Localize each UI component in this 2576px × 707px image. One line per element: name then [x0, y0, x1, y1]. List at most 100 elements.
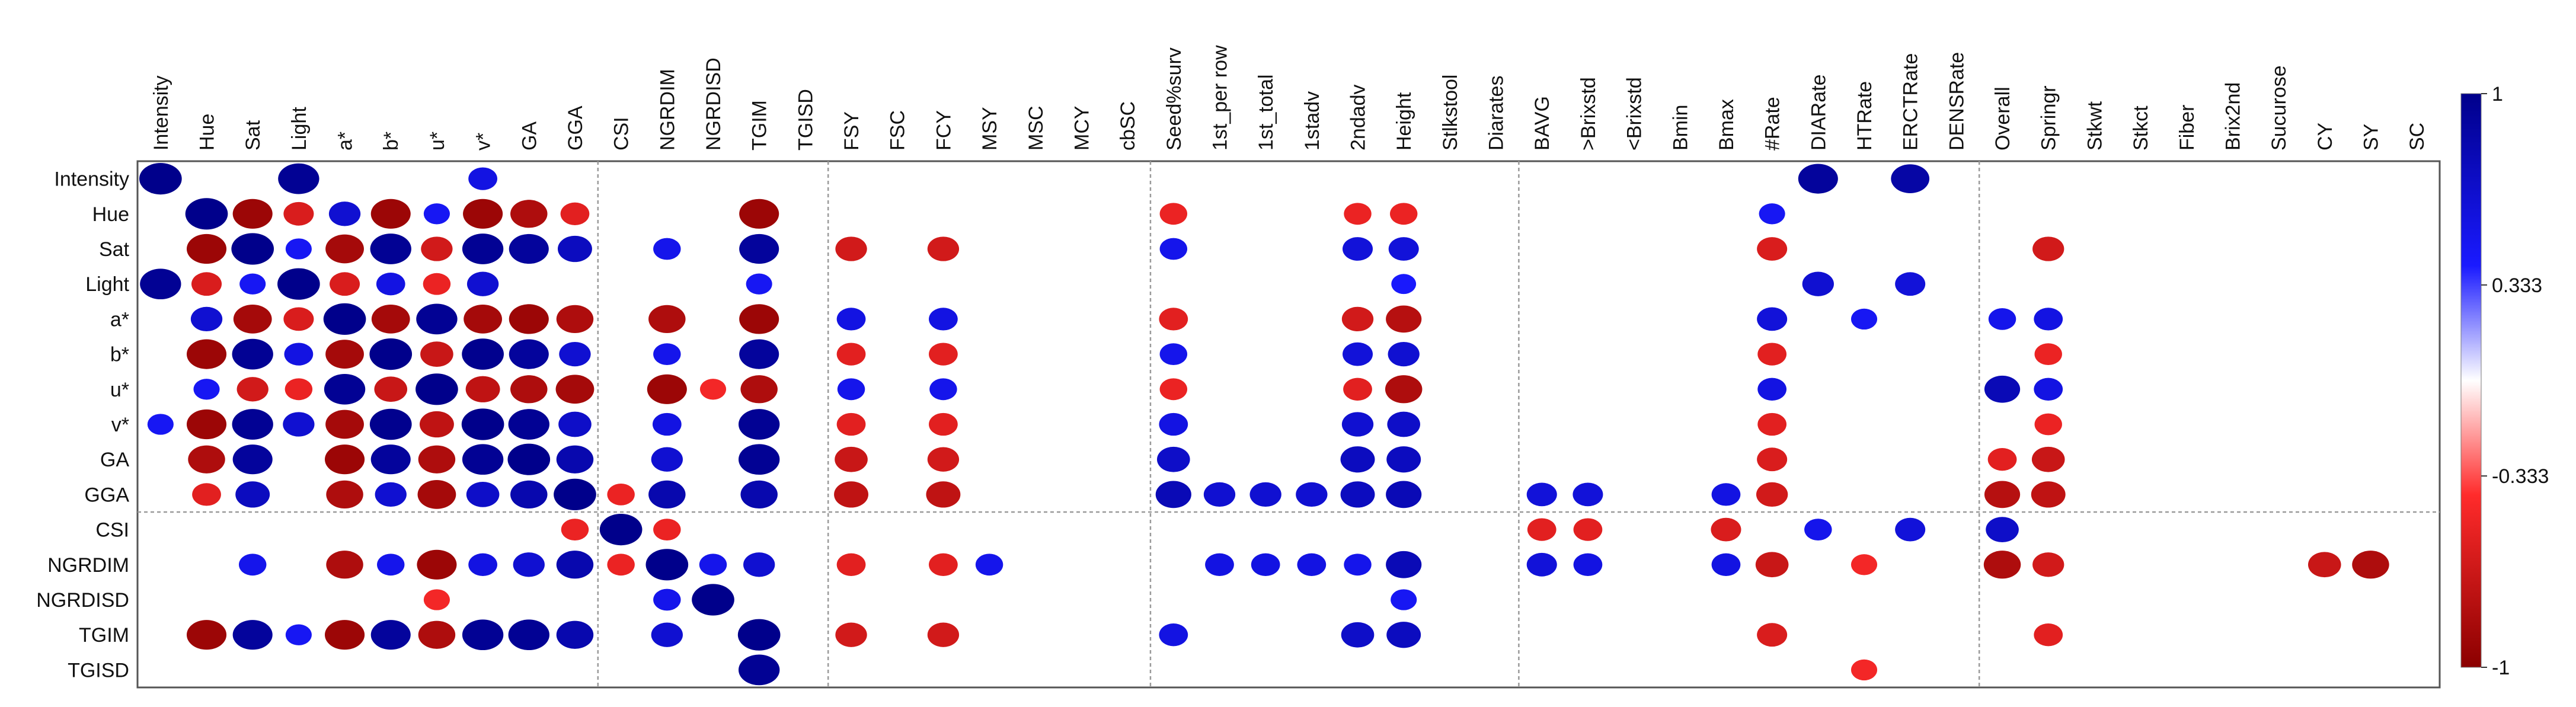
cell-a-u [416, 303, 458, 335]
cell-ga-fcy [927, 447, 960, 472]
column-label-fcy: FCY [932, 110, 955, 151]
cell-gga-fsy [834, 481, 868, 508]
cell-gga-hue [192, 483, 221, 506]
column-label-fiber: Fiber [2176, 105, 2198, 151]
cell-ga-gga [556, 445, 594, 474]
cell-sat-fsy [835, 236, 867, 261]
cell-gga-springr [2031, 481, 2066, 508]
column-label-overall: Overall [1992, 87, 2014, 151]
column-label-ngrdisd: NGRDISD [702, 57, 725, 151]
cell-sat-ngrdim [653, 238, 681, 260]
cell-v-u [419, 411, 454, 438]
cell-intensity-erctrate [1891, 164, 1930, 193]
cell-a-fcy [929, 308, 958, 331]
cell-b-light [284, 343, 314, 366]
cell-ngrdim-bmax [1711, 553, 1741, 576]
cell-b-u [420, 341, 453, 367]
column-label-1stadv: 1stadv [1301, 91, 1324, 151]
cell-u-gga [555, 375, 595, 404]
cell-tgim-tgim [737, 619, 781, 651]
cell-gga-fcy [926, 481, 961, 508]
cell-tgim-v [462, 619, 504, 651]
cell-b-hue [186, 339, 227, 369]
cell-b-2ndadv [1343, 342, 1373, 366]
cell-ngrdim-rate [1755, 552, 1789, 578]
cell-ngrdim-ngrdim [645, 549, 689, 581]
cell-hue-seed-surv [1159, 203, 1188, 225]
cell-v-ngrdim [652, 412, 682, 436]
cell-tgisd-htrate [1850, 659, 1878, 681]
cell-ngrdim-height [1386, 551, 1422, 578]
cell-b-fsy [836, 343, 866, 366]
column-label-a: a* [334, 132, 357, 151]
cell-a-gga [556, 305, 594, 334]
cell-u-u [416, 373, 458, 405]
column-label-htrate: HTRate [1853, 81, 1876, 151]
cell-light-hue [191, 272, 222, 296]
cell-sat-rate [1757, 237, 1788, 261]
cell-tgim-springr [2034, 623, 2063, 647]
cell-u-ngrdisd [699, 379, 727, 400]
cell-ga-rate [1757, 447, 1788, 472]
cell-csi-brixstd [1573, 518, 1603, 541]
cell-tgim-2ndadv [1341, 622, 1375, 648]
cell-hue-rate [1759, 203, 1785, 225]
cell-gga-seed-surv [1155, 481, 1191, 508]
cell-sat-height [1388, 237, 1419, 261]
cell-b-fcy [929, 343, 958, 366]
cell-ngrdisd-u [423, 589, 450, 610]
cell-ngrdim-u [417, 549, 457, 580]
cell-sat-springr [2032, 236, 2064, 261]
column-label-gga: GGA [564, 105, 587, 151]
row-label-ngrdisd: NGRDISD [36, 589, 129, 612]
column-label-stkct: Stkct [2130, 105, 2152, 151]
cell-hue-b [370, 199, 411, 229]
cell-b-tgim [739, 339, 779, 369]
column-label-light: Light [288, 107, 311, 151]
cell-csi-overall [1986, 517, 2019, 542]
cell-b-ngrdim [653, 343, 681, 366]
cell-ngrdim-cy [2307, 552, 2341, 578]
cell-ngrdim-sy [2352, 551, 2389, 579]
cell-v-fsy [836, 412, 866, 436]
cell-gga-csi [607, 483, 635, 506]
cell-u-sat [236, 377, 269, 402]
column-label-fsc: FSC [887, 110, 909, 151]
cell-tgim-a [325, 620, 365, 650]
column-label-rate: #Rate [1762, 97, 1784, 151]
cell-a-a [323, 303, 366, 335]
cell-light-sat [239, 273, 266, 295]
cell-ga-fsy [835, 446, 868, 472]
cell-ngrdim-csi [607, 554, 635, 576]
column-label-brix2nd: Brix2nd [2222, 82, 2244, 151]
cell-v-seed-surv [1159, 412, 1188, 436]
cell-sat-light [285, 238, 312, 260]
cell-v-rate [1757, 412, 1787, 436]
row-label-tgisd: TGISD [68, 659, 129, 682]
cell-sat-a [325, 234, 364, 264]
cell-hue-light [283, 201, 314, 226]
cell-hue-u [423, 203, 450, 225]
cell-tgim-gga [556, 620, 594, 649]
cell-u-seed-surv [1159, 378, 1188, 401]
column-label-2ndadv: 2ndadv [1347, 84, 1370, 151]
cell-v-tgim [738, 409, 780, 440]
cell-a-b [371, 305, 410, 334]
column-label-diarates: Diarates [1485, 75, 1508, 151]
row-label-b: b* [110, 344, 129, 366]
cell-ngrdim-v [468, 553, 497, 576]
cell-a-light [283, 307, 314, 331]
column-label-1st-per-row: 1st_per row [1209, 45, 1231, 151]
cell-light-u [423, 273, 451, 295]
cell-ga-ga [507, 443, 551, 475]
cell-sat-v [462, 233, 504, 264]
cell-hue-hue [185, 198, 228, 230]
cell-v-light [283, 412, 315, 437]
colorbar-tick-label: -0.333 [2492, 465, 2549, 488]
colorbar-tick-label: 1 [2492, 83, 2503, 105]
cell-v-height [1387, 411, 1421, 437]
column-label-bavg: BAVG [1531, 96, 1554, 151]
cell-sat-b [370, 233, 411, 264]
cell-v-b [369, 408, 412, 440]
cell-ga-a [325, 444, 365, 475]
